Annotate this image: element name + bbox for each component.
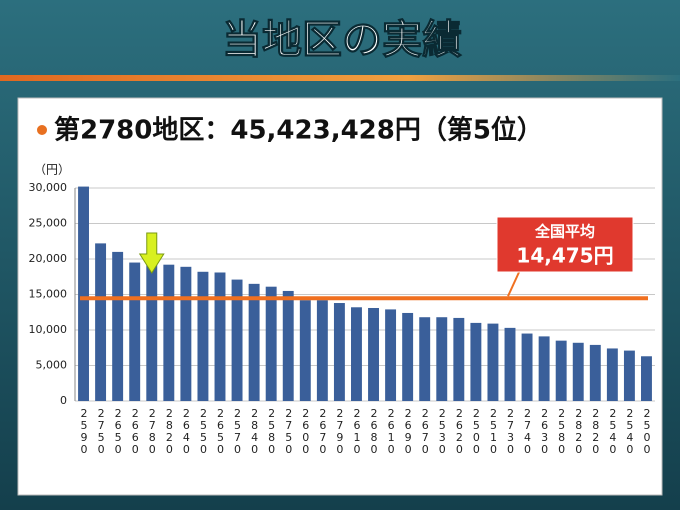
- x-tick-label: 2580: [555, 407, 568, 455]
- x-tick-label: 2580: [265, 407, 278, 455]
- bar: [641, 356, 652, 401]
- y-tick-label: 20,000: [29, 252, 68, 265]
- bar: [146, 263, 158, 401]
- x-tick-label: 2610: [385, 407, 398, 455]
- title-stripe: [0, 75, 680, 81]
- bar: [419, 317, 431, 401]
- bar: [78, 186, 89, 401]
- x-tick-label: 2820: [163, 407, 176, 455]
- callout-pointer: [507, 269, 521, 297]
- x-tick-label: 2820: [572, 407, 585, 455]
- x-tick-label: 2740: [521, 407, 534, 455]
- bar: [214, 272, 226, 401]
- bar: [470, 322, 482, 401]
- bar: [231, 279, 243, 401]
- callout-box: [496, 216, 634, 273]
- bar: [95, 243, 107, 401]
- bar: [112, 251, 124, 401]
- x-tick-label: 2500: [640, 407, 653, 455]
- bar: [351, 307, 362, 401]
- x-tick-label: 2840: [248, 407, 261, 455]
- bar: [623, 350, 635, 401]
- x-tick-label: 2750: [95, 407, 108, 455]
- x-tick-label: 2650: [112, 407, 125, 455]
- bar: [248, 283, 260, 401]
- bar: [368, 307, 379, 401]
- x-tick-label: 2670: [316, 407, 329, 455]
- bar: [385, 309, 397, 401]
- x-tick-label: 2670: [419, 407, 432, 455]
- bar: [504, 327, 516, 401]
- bar: [265, 286, 277, 401]
- y-tick-label: 5,000: [36, 359, 68, 372]
- x-tick-label: 2540: [606, 407, 619, 455]
- y-tick-label: 10,000: [29, 323, 68, 336]
- x-tick-label: 2680: [368, 407, 381, 455]
- x-tick-label: 2510: [487, 407, 500, 455]
- bullet: [37, 125, 47, 135]
- bar: [487, 323, 499, 401]
- bar: [316, 300, 328, 401]
- x-tick-label: 2790: [333, 407, 346, 455]
- x-tick-label: 2780: [146, 407, 159, 455]
- bar: [197, 271, 209, 401]
- bar: [453, 317, 465, 401]
- bar: [129, 262, 141, 401]
- x-tick-label: 2650: [214, 407, 227, 455]
- x-tick-label: 2640: [180, 407, 193, 455]
- x-tick-label: 2540: [623, 407, 636, 455]
- x-tick-label: 2570: [231, 407, 244, 455]
- y-tick-label: 0: [60, 394, 67, 407]
- x-tick-label: 2600: [299, 407, 312, 455]
- y-axis-label: （円）: [34, 163, 70, 177]
- x-tick-label: 2630: [538, 407, 551, 455]
- bar: [180, 266, 192, 401]
- y-tick-label: 15,000: [29, 288, 68, 301]
- x-tick-label: 2620: [453, 407, 466, 455]
- bar: [538, 336, 550, 401]
- bar: [299, 300, 311, 401]
- x-tick-label: 2610: [350, 407, 363, 455]
- bar: [521, 333, 533, 401]
- x-tick-label: 2530: [436, 407, 449, 455]
- bar: [572, 342, 584, 401]
- bar: [333, 303, 345, 401]
- bar: [606, 348, 618, 401]
- chart-title: 第2780地区：45,423,428円（第5位）: [54, 115, 543, 146]
- bar: [282, 290, 294, 401]
- bar: [163, 264, 175, 401]
- x-tick-label: 2690: [402, 407, 415, 455]
- y-tick-label: 30,000: [29, 181, 68, 194]
- highlight-arrow: [138, 232, 165, 274]
- x-tick-label: 2730: [504, 407, 517, 455]
- slide-title: 当地区の実績: [222, 17, 462, 63]
- x-tick-label: 2500: [470, 407, 483, 455]
- y-tick-label: 25,000: [29, 217, 68, 230]
- bar: [402, 312, 414, 401]
- x-tick-label: 2550: [197, 407, 210, 455]
- callout-label: 全国平均: [534, 223, 595, 241]
- x-tick-label: 2820: [589, 407, 602, 455]
- callout-value: 14,475円: [516, 244, 613, 268]
- x-tick-label: 2750: [282, 407, 295, 455]
- bar: [555, 340, 567, 401]
- x-tick-label: 2660: [129, 407, 142, 455]
- x-tick-label: 2590: [78, 407, 91, 455]
- bar: [436, 317, 448, 401]
- bar: [589, 344, 601, 401]
